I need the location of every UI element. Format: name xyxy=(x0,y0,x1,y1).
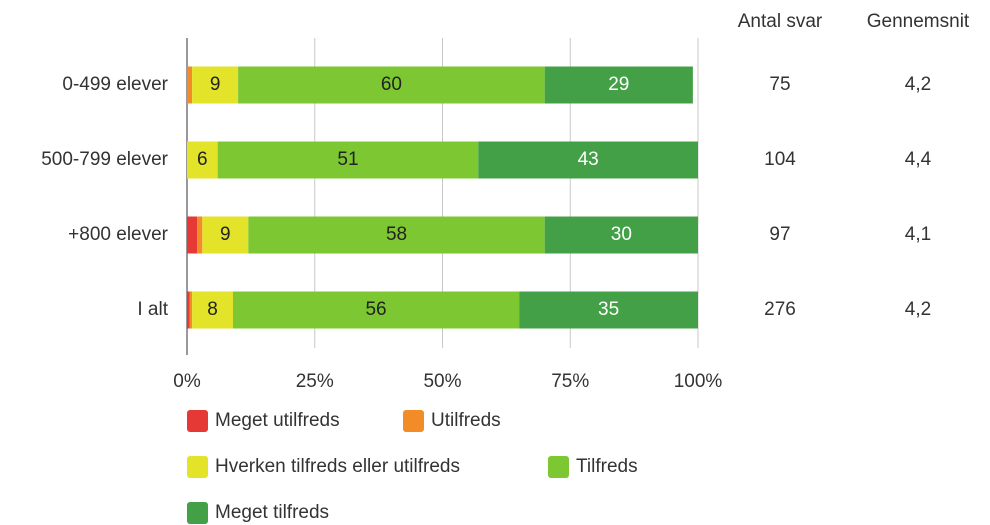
bar-segment xyxy=(519,291,698,329)
y-tick-label: I alt xyxy=(137,299,168,320)
column-value: 4,1 xyxy=(905,224,931,245)
data-label: 56 xyxy=(365,299,386,320)
y-tick-label: 0-499 elever xyxy=(62,74,168,95)
bar-segment xyxy=(232,291,520,329)
bar-segment xyxy=(187,66,193,104)
data-label: 6 xyxy=(197,149,208,170)
data-label: 30 xyxy=(611,224,632,245)
legend-label: Meget tilfreds xyxy=(215,502,329,523)
x-tick-label: 100% xyxy=(674,371,723,392)
legend-swatch xyxy=(187,456,208,478)
legend-label: Meget utilfreds xyxy=(215,410,340,431)
bar-segment xyxy=(187,141,218,179)
data-label: 9 xyxy=(210,74,221,95)
column-value: 4,2 xyxy=(905,299,931,320)
x-tick-label: 25% xyxy=(296,371,334,392)
bar-segment xyxy=(192,291,233,329)
legend-swatch xyxy=(403,410,424,432)
bar-segment xyxy=(187,291,190,329)
data-label: 60 xyxy=(381,74,402,95)
legend-swatch xyxy=(548,456,569,478)
data-label: 9 xyxy=(220,224,231,245)
column-value: 4,4 xyxy=(905,149,932,170)
data-label: 8 xyxy=(207,299,218,320)
column-value: 97 xyxy=(769,224,790,245)
bar-segment xyxy=(189,291,193,329)
data-label: 58 xyxy=(386,224,407,245)
legend-label: Tilfreds xyxy=(576,456,638,477)
bar-segment xyxy=(544,66,693,104)
x-tick-label: 75% xyxy=(551,371,589,392)
x-tick-label: 50% xyxy=(423,371,461,392)
data-label: 29 xyxy=(608,74,629,95)
bar-segment xyxy=(217,141,479,179)
y-tick-label: +800 elever xyxy=(68,224,168,245)
column-value: 276 xyxy=(764,299,796,320)
legend-swatch xyxy=(187,410,208,432)
bar-segment xyxy=(544,216,698,254)
bar-segment xyxy=(192,66,239,104)
column-value: 75 xyxy=(769,74,790,95)
legend-swatch xyxy=(187,502,208,524)
bar-segment xyxy=(248,216,545,254)
bar-segment xyxy=(238,66,545,104)
column-value: 104 xyxy=(764,149,796,170)
bar-segment xyxy=(187,216,198,254)
column-value: 4,2 xyxy=(905,74,931,95)
legend-label: Hverken tilfreds eller utilfreds xyxy=(215,456,460,477)
data-label: 51 xyxy=(337,149,358,170)
bar-segment xyxy=(202,216,249,254)
bar-segment xyxy=(197,216,203,254)
x-tick-label: 0% xyxy=(173,371,201,392)
data-label: 35 xyxy=(598,299,619,320)
column-header: Antal svar xyxy=(738,11,823,32)
legend-label: Utilfreds xyxy=(431,410,501,431)
bar-segment xyxy=(478,141,698,179)
data-label: 43 xyxy=(578,149,599,170)
y-tick-label: 500-799 elever xyxy=(41,149,168,170)
column-header: Gennemsnit xyxy=(867,11,970,32)
